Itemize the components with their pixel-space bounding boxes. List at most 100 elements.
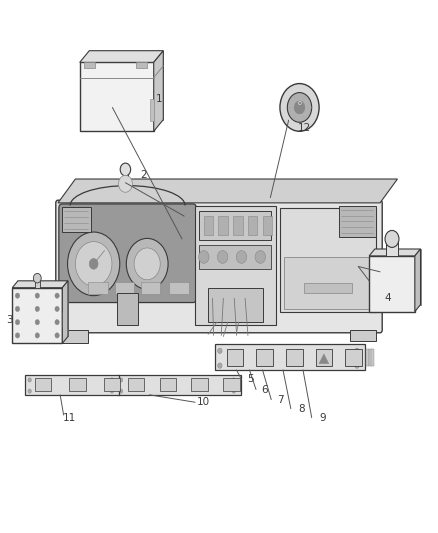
Circle shape <box>126 238 168 289</box>
Bar <box>345 349 362 366</box>
Bar <box>215 344 365 370</box>
Bar <box>136 62 147 68</box>
Circle shape <box>35 306 39 312</box>
Circle shape <box>120 163 131 176</box>
Circle shape <box>89 259 98 269</box>
Bar <box>123 172 128 184</box>
FancyBboxPatch shape <box>56 200 382 333</box>
Circle shape <box>15 306 20 312</box>
Bar <box>88 282 108 294</box>
Polygon shape <box>12 281 68 288</box>
Polygon shape <box>415 249 420 312</box>
Bar <box>316 349 332 366</box>
Bar <box>350 329 376 341</box>
Text: 8: 8 <box>298 403 305 414</box>
Text: 5: 5 <box>247 375 254 384</box>
Circle shape <box>15 333 20 338</box>
Polygon shape <box>154 51 163 131</box>
Bar <box>35 378 51 391</box>
Circle shape <box>33 273 41 283</box>
Text: O: O <box>298 101 301 106</box>
Bar <box>12 288 62 343</box>
Circle shape <box>280 84 319 131</box>
Circle shape <box>218 363 222 368</box>
Bar <box>117 293 138 325</box>
Text: 10: 10 <box>197 397 210 407</box>
Bar <box>191 378 208 391</box>
Bar <box>339 206 376 237</box>
FancyBboxPatch shape <box>59 204 196 303</box>
Bar <box>233 216 243 235</box>
Bar <box>219 216 228 235</box>
Bar <box>62 329 88 343</box>
Circle shape <box>110 389 114 393</box>
Bar <box>369 256 415 312</box>
Polygon shape <box>319 354 328 364</box>
Polygon shape <box>369 249 420 256</box>
Bar <box>35 278 40 288</box>
Circle shape <box>67 232 120 296</box>
Circle shape <box>232 389 236 393</box>
Bar <box>80 62 154 131</box>
Bar <box>117 375 241 395</box>
Bar <box>141 282 160 294</box>
Bar <box>115 282 134 294</box>
Circle shape <box>255 251 265 263</box>
Circle shape <box>294 101 305 114</box>
Circle shape <box>35 293 39 298</box>
Bar <box>18 281 68 336</box>
Circle shape <box>119 378 123 382</box>
Circle shape <box>355 348 359 353</box>
Bar <box>280 208 376 312</box>
Circle shape <box>134 248 160 280</box>
Circle shape <box>218 348 222 353</box>
Bar <box>227 349 244 366</box>
Bar <box>25 375 119 395</box>
Text: 3: 3 <box>7 314 13 325</box>
Bar <box>375 249 420 305</box>
Circle shape <box>355 363 359 368</box>
Circle shape <box>35 319 39 325</box>
Bar <box>204 216 213 235</box>
Bar <box>127 378 144 391</box>
Bar <box>104 378 120 391</box>
Circle shape <box>232 378 236 382</box>
Bar <box>159 378 176 391</box>
Circle shape <box>287 93 312 122</box>
Text: 6: 6 <box>261 384 268 394</box>
Circle shape <box>217 251 228 263</box>
Circle shape <box>35 333 39 338</box>
Bar <box>304 284 352 293</box>
Circle shape <box>28 378 32 382</box>
Bar <box>62 207 91 232</box>
Circle shape <box>75 241 112 286</box>
Circle shape <box>110 378 114 382</box>
Text: 1: 1 <box>155 94 162 104</box>
Bar <box>284 257 371 309</box>
Polygon shape <box>62 281 68 343</box>
Circle shape <box>198 251 209 263</box>
Circle shape <box>385 230 399 247</box>
Circle shape <box>118 175 132 192</box>
Circle shape <box>119 389 123 393</box>
Text: 4: 4 <box>385 293 391 303</box>
Text: 9: 9 <box>319 413 326 423</box>
Bar <box>69 378 86 391</box>
Circle shape <box>55 319 59 325</box>
Text: 11: 11 <box>62 413 76 423</box>
Bar <box>208 288 262 322</box>
Bar <box>199 211 271 240</box>
Bar <box>150 100 154 120</box>
Bar <box>371 349 374 366</box>
Bar <box>248 216 258 235</box>
Bar <box>199 245 271 269</box>
Bar <box>369 349 372 366</box>
Circle shape <box>55 333 59 338</box>
Bar <box>169 282 188 294</box>
Bar <box>262 216 272 235</box>
Circle shape <box>55 306 59 312</box>
Text: 7: 7 <box>277 394 284 405</box>
Circle shape <box>28 389 32 393</box>
Bar <box>366 349 369 366</box>
Bar <box>286 349 303 366</box>
